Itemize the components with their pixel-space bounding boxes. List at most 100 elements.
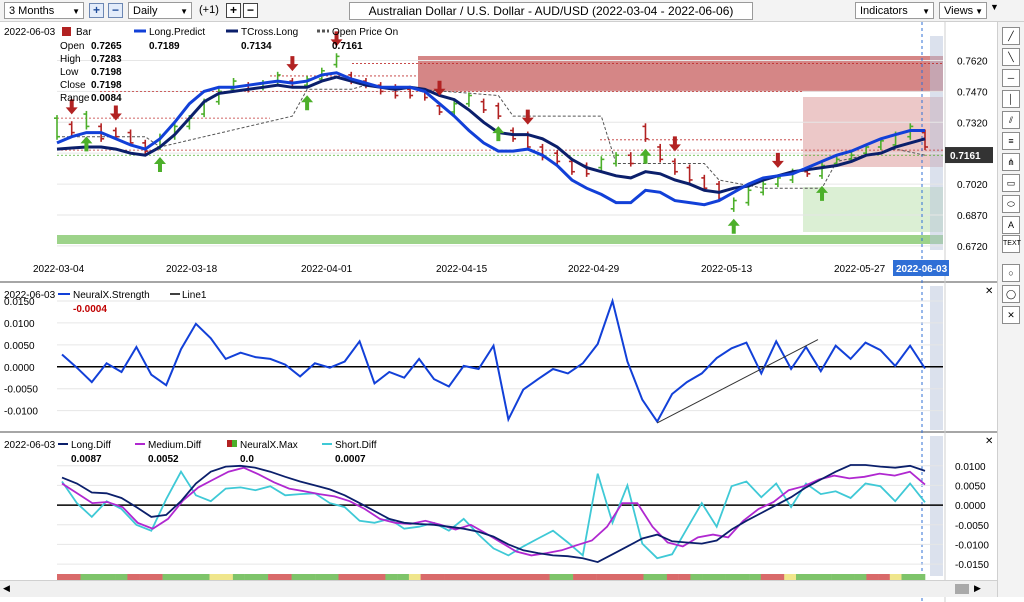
x-tick-label: 2022-05-27 <box>834 264 886 275</box>
menu-pin-icon[interactable]: ▼ <box>990 2 999 12</box>
indicators-select[interactable]: Indicators ▼ <box>855 2 934 19</box>
y-tick-label: 0.7470 <box>957 87 988 98</box>
price-chart: 0.76200.74700.73200.71700.70200.68700.67… <box>4 22 993 602</box>
ohlc-value: 0.7198 <box>91 80 122 91</box>
plus-button[interactable]: + <box>226 3 241 18</box>
text-icon[interactable]: A <box>1002 216 1020 234</box>
top-toolbar: 3 Months ▼ + − Daily ▼ (+1) + − Australi… <box>0 0 1024 22</box>
ellipse-icon[interactable]: ⬭ <box>1002 195 1020 213</box>
text-tool-icon[interactable]: TEXT <box>1002 235 1021 253</box>
ohlc-value: 0.7265 <box>91 41 122 52</box>
close-pane-icon[interactable]: ✕ <box>985 436 993 447</box>
y-tick-label: 0.6870 <box>957 211 988 222</box>
up-arrow-icon <box>153 157 166 172</box>
chevron-down-icon: ▼ <box>180 7 188 16</box>
series-legend-value: 0.0007 <box>335 454 366 465</box>
vline-icon[interactable]: │ <box>1002 90 1020 108</box>
series-legend-swatch <box>232 440 237 447</box>
circle-icon[interactable]: ○ <box>1002 264 1020 282</box>
pitchfork-icon[interactable]: ⋔ <box>1002 153 1020 171</box>
series-legend-name: TCross.Long <box>241 27 298 38</box>
up-arrow-icon <box>301 95 314 111</box>
y-tick-label: 0.0150 <box>4 297 35 308</box>
tcross-long-line <box>56 71 925 207</box>
y-tick-label: -0.0100 <box>955 540 989 551</box>
scroll-left-icon[interactable]: ◀ <box>3 583 10 593</box>
y-tick-label: 0.0050 <box>955 481 986 492</box>
zoom-out-button[interactable]: − <box>108 3 123 18</box>
series-legend-name: Long.Predict <box>149 27 205 38</box>
scroll-thumb[interactable] <box>955 584 969 594</box>
series-legend-value: -0.0004 <box>73 304 107 315</box>
pane-date-label: 2022-06-03 <box>4 290 56 301</box>
last-price-label: 0.7161 <box>950 151 981 162</box>
chart-title: Australian Dollar / U.S. Dollar - AUD/US… <box>349 2 753 20</box>
views-select[interactable]: Views ▼ <box>939 2 987 19</box>
series-legend-value: 0.7189 <box>149 41 180 52</box>
x-tick-label: 2022-03-04 <box>33 264 85 275</box>
support-band <box>57 235 943 244</box>
down-arrow-icon <box>109 105 122 121</box>
y-tick-label: 0.0050 <box>4 341 35 352</box>
series-legend-value: 0.7161 <box>332 41 363 52</box>
circle-outline-icon[interactable]: ◯ <box>1002 285 1020 303</box>
close-icon[interactable]: ✕ <box>1002 306 1020 324</box>
offset-label: (+1) <box>199 4 219 16</box>
bar-legend-label: Bar <box>76 27 92 38</box>
up-arrow-icon <box>639 148 652 164</box>
rect-icon[interactable]: ▭ <box>1002 174 1020 192</box>
line-icon[interactable]: ╱ <box>1002 27 1020 45</box>
short-diff-line <box>61 469 926 560</box>
pane-date-label: 2022-06-03 <box>4 440 56 451</box>
ohlc-label: High <box>60 54 81 65</box>
x-tick-label: 2022-04-01 <box>301 264 353 275</box>
series-legend-name: Line1 <box>182 290 207 301</box>
x-tick-label: 2022-04-15 <box>436 264 488 275</box>
down-arrow-icon <box>433 80 446 96</box>
strength-pane-bg <box>0 284 997 430</box>
interval-value: Daily <box>133 5 158 17</box>
up-arrow-icon <box>727 218 740 234</box>
ohlc-value: 0.7283 <box>91 54 122 65</box>
support-zone <box>803 187 943 232</box>
series-legend-value: 0.7134 <box>241 41 272 52</box>
series-legend-value: 0.0052 <box>148 454 179 465</box>
close-pane-icon[interactable]: ✕ <box>985 286 993 297</box>
down-arrow-icon <box>286 56 299 72</box>
channel-icon[interactable]: ⫽ <box>1002 111 1020 129</box>
series-legend-name: NeuralX.Max <box>240 440 298 451</box>
series-legend-name: Open Price On <box>332 27 398 38</box>
y-tick-label: 0.0000 <box>4 363 35 374</box>
series-legend-value: 0.0 <box>240 454 254 465</box>
scroll-right-icon[interactable]: ▶ <box>974 583 981 593</box>
current-bar-highlight <box>930 436 943 576</box>
ray-icon[interactable]: ╲ <box>1002 48 1020 66</box>
hline-icon[interactable]: ─ <box>1002 69 1020 87</box>
period-select[interactable]: 3 Months ▼ <box>4 2 84 19</box>
y-tick-label: -0.0050 <box>955 521 989 532</box>
ohlc-value: 0.7198 <box>91 67 122 78</box>
y-tick-label: -0.0050 <box>4 385 38 396</box>
ohlc-value: 0.0084 <box>91 93 122 104</box>
up-arrow-icon <box>492 126 505 142</box>
long-diff-line <box>61 464 926 564</box>
y-tick-label: 0.0100 <box>955 462 986 473</box>
horizontal-scrollbar[interactable]: ◀ ▶ <box>0 580 997 597</box>
fib-icon[interactable]: ≡ <box>1002 132 1020 150</box>
y-tick-label: -0.0100 <box>4 407 38 418</box>
minus-button[interactable]: − <box>243 3 258 18</box>
trendline <box>656 339 819 424</box>
y-tick-label: 0.7320 <box>957 118 988 129</box>
ohlc-label: Low <box>60 67 79 78</box>
series-legend-swatch <box>227 440 232 447</box>
current-bar-highlight <box>930 286 943 430</box>
medium-diff-line <box>61 466 926 557</box>
last-price-badge <box>945 147 993 164</box>
interval-select[interactable]: Daily ▼ <box>128 2 192 19</box>
up-arrow-icon <box>816 185 829 201</box>
series-legend-value: 0.0087 <box>71 454 102 465</box>
series-legend-name: Long.Diff <box>71 440 111 451</box>
neuralx-strength-line <box>61 297 926 424</box>
up-arrow-icon <box>80 136 93 152</box>
zoom-in-button[interactable]: + <box>89 3 104 18</box>
